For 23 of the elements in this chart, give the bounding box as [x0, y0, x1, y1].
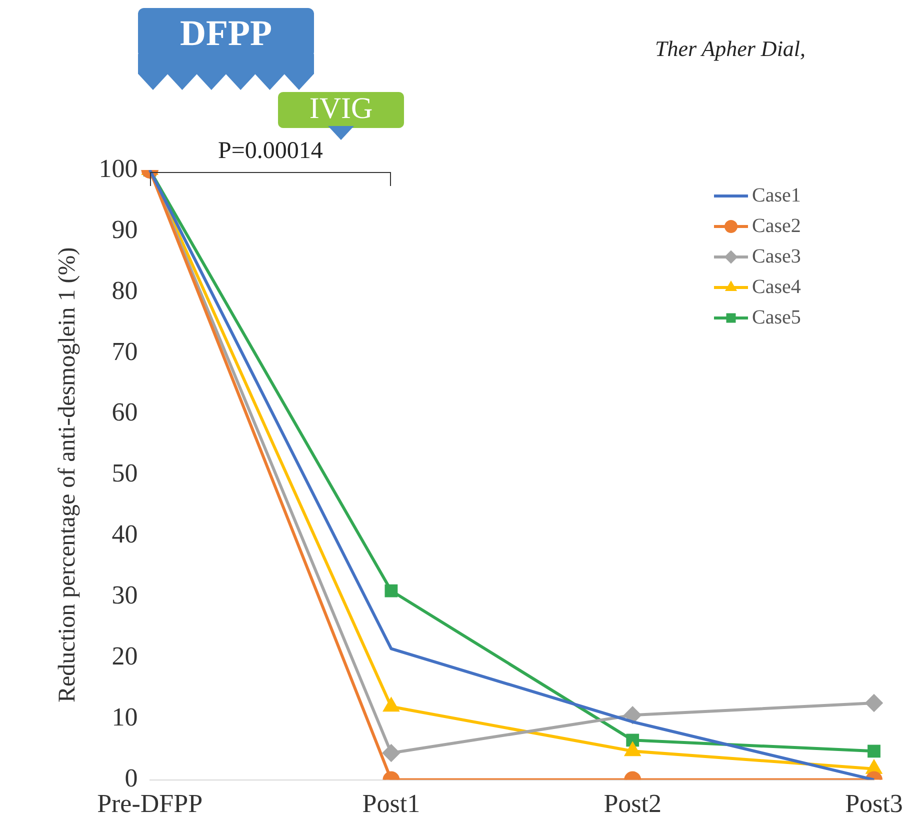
legend-label: Case5: [752, 306, 801, 328]
y-tick-label: 30: [112, 580, 138, 610]
y-axis-title: Reduction percentage of anti-desmoglein 1 (%): [54, 247, 81, 702]
y-tick-label: 80: [112, 276, 138, 305]
y-tick-label: 50: [112, 458, 138, 488]
x-tick-label: Post2: [604, 789, 662, 818]
y-tick-label: 100: [98, 154, 138, 183]
y-tick-label: 10: [112, 702, 138, 732]
text: IVIG: [278, 92, 404, 126]
text: P=0.00014: [217, 138, 324, 165]
x-tick-label: Post1: [362, 789, 420, 818]
y-tick-label: 90: [112, 214, 138, 244]
y-tick-label: 40: [112, 520, 138, 549]
x-tick-label: Post3: [845, 789, 903, 818]
y-tick-label: 70: [112, 336, 138, 366]
legend-label: Case1: [752, 184, 801, 206]
text: Ther Apher Dial,: [655, 36, 806, 62]
legend-label: Case2: [752, 214, 801, 237]
legend-label: Case4: [752, 276, 801, 298]
legend-label: Case3: [752, 245, 801, 268]
y-tick-label: 60: [112, 398, 138, 427]
text: DFPP: [179, 12, 273, 54]
y-tick-label: 20: [112, 642, 138, 671]
